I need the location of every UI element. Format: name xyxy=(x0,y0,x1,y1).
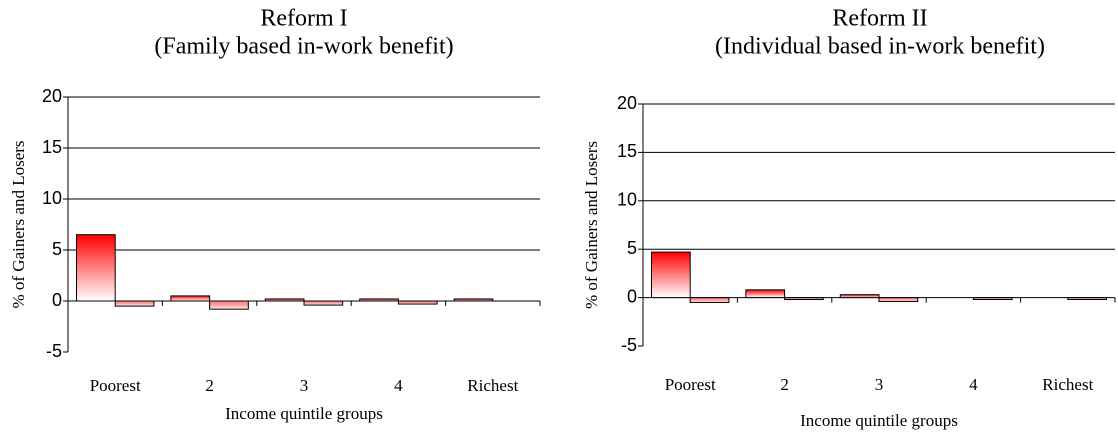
bar xyxy=(689,297,730,303)
x-tick-label: 3 xyxy=(300,376,309,395)
x-tick-label: 3 xyxy=(875,375,884,394)
bar xyxy=(359,298,399,302)
y-tick-label: 15 xyxy=(617,141,637,161)
y-tick-label: 0 xyxy=(52,290,62,310)
x-tick-label: Richest xyxy=(467,376,518,395)
bar xyxy=(839,294,880,299)
bar xyxy=(1067,297,1108,301)
y-tick-label: 0 xyxy=(627,286,637,306)
bar xyxy=(745,289,786,299)
x-axis-label: Income quintile groups xyxy=(800,411,958,430)
x-tick-label: 4 xyxy=(969,375,978,394)
bar xyxy=(75,234,116,302)
x-axis-label: Income quintile groups xyxy=(225,404,383,423)
chart-title: Reform II xyxy=(832,6,927,32)
chart-title: Reform I xyxy=(260,6,347,32)
y-tick-label: -5 xyxy=(621,335,637,355)
bar xyxy=(784,297,824,301)
bar xyxy=(264,298,305,302)
bar xyxy=(170,295,211,302)
bar xyxy=(453,298,494,302)
y-tick-label: 20 xyxy=(617,93,637,113)
bar xyxy=(209,300,249,310)
bar xyxy=(303,300,344,306)
y-tick-label: -5 xyxy=(46,341,62,361)
y-tick-label: 5 xyxy=(627,238,637,258)
chart-subtitle: (Family based in-work benefit) xyxy=(154,34,453,60)
x-tick-label: Richest xyxy=(1042,375,1093,394)
y-tick-label: 20 xyxy=(42,86,62,106)
bar xyxy=(650,251,691,299)
bar xyxy=(397,300,438,305)
x-tick-label: 2 xyxy=(205,376,214,395)
chart-subtitle: (Individual based in-work benefit) xyxy=(715,34,1045,60)
y-tick-label: 10 xyxy=(42,188,62,208)
x-tick-label: 4 xyxy=(394,376,403,395)
x-tick-label: Poorest xyxy=(665,375,716,394)
bar xyxy=(878,297,919,302)
y-tick-label: 5 xyxy=(52,239,62,259)
y-axis-label: % of Gainers and Losers xyxy=(582,141,601,309)
x-tick-label: 2 xyxy=(780,375,789,394)
y-axis-label: % of Gainers and Losers xyxy=(9,140,28,308)
bar xyxy=(114,300,155,307)
x-tick-label: Poorest xyxy=(90,376,141,395)
y-tick-label: 15 xyxy=(42,137,62,157)
y-tick-label: 10 xyxy=(617,190,637,210)
bar xyxy=(972,297,1013,301)
